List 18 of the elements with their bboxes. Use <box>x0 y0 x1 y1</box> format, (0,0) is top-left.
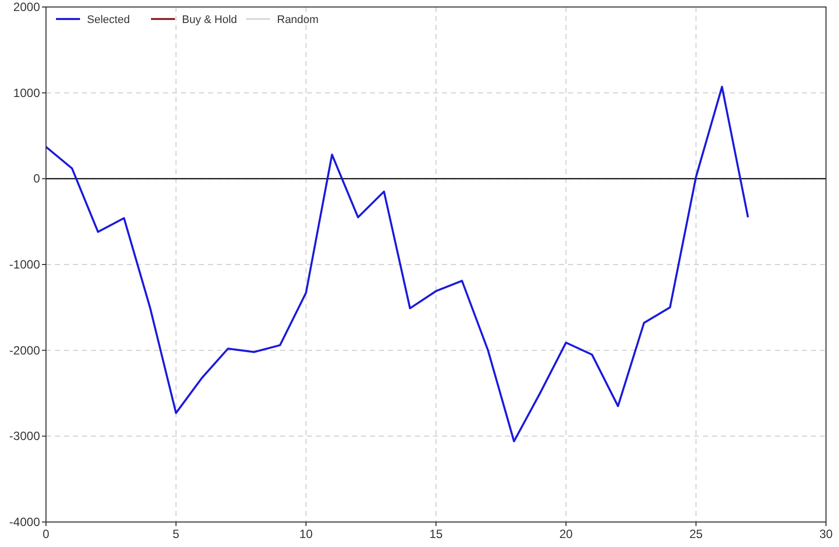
y-tick-label: 2000 <box>13 0 40 14</box>
y-tick-label: -3000 <box>9 429 40 444</box>
x-tick-label: 15 <box>429 527 443 541</box>
line-series <box>45 86 749 442</box>
legend-label: Buy & Hold <box>182 14 238 26</box>
x-tick-label: 10 <box>299 527 313 541</box>
x-tick-label: 0 <box>42 527 50 541</box>
y-tick-label: 1000 <box>13 86 40 100</box>
y-tick-label: -4000 <box>9 515 40 529</box>
legend-label: Selected <box>87 14 130 26</box>
y-tick-label: 0 <box>33 172 40 186</box>
x-tick-label: 20 <box>559 527 573 541</box>
x-tick-label: 30 <box>819 527 833 541</box>
y-tick-label: -2000 <box>9 343 40 358</box>
x-tick-label: 5 <box>172 527 180 541</box>
y-tick-label: -1000 <box>9 258 40 272</box>
x-tick-label: 25 <box>689 527 703 541</box>
legend-label: Random <box>277 14 319 26</box>
